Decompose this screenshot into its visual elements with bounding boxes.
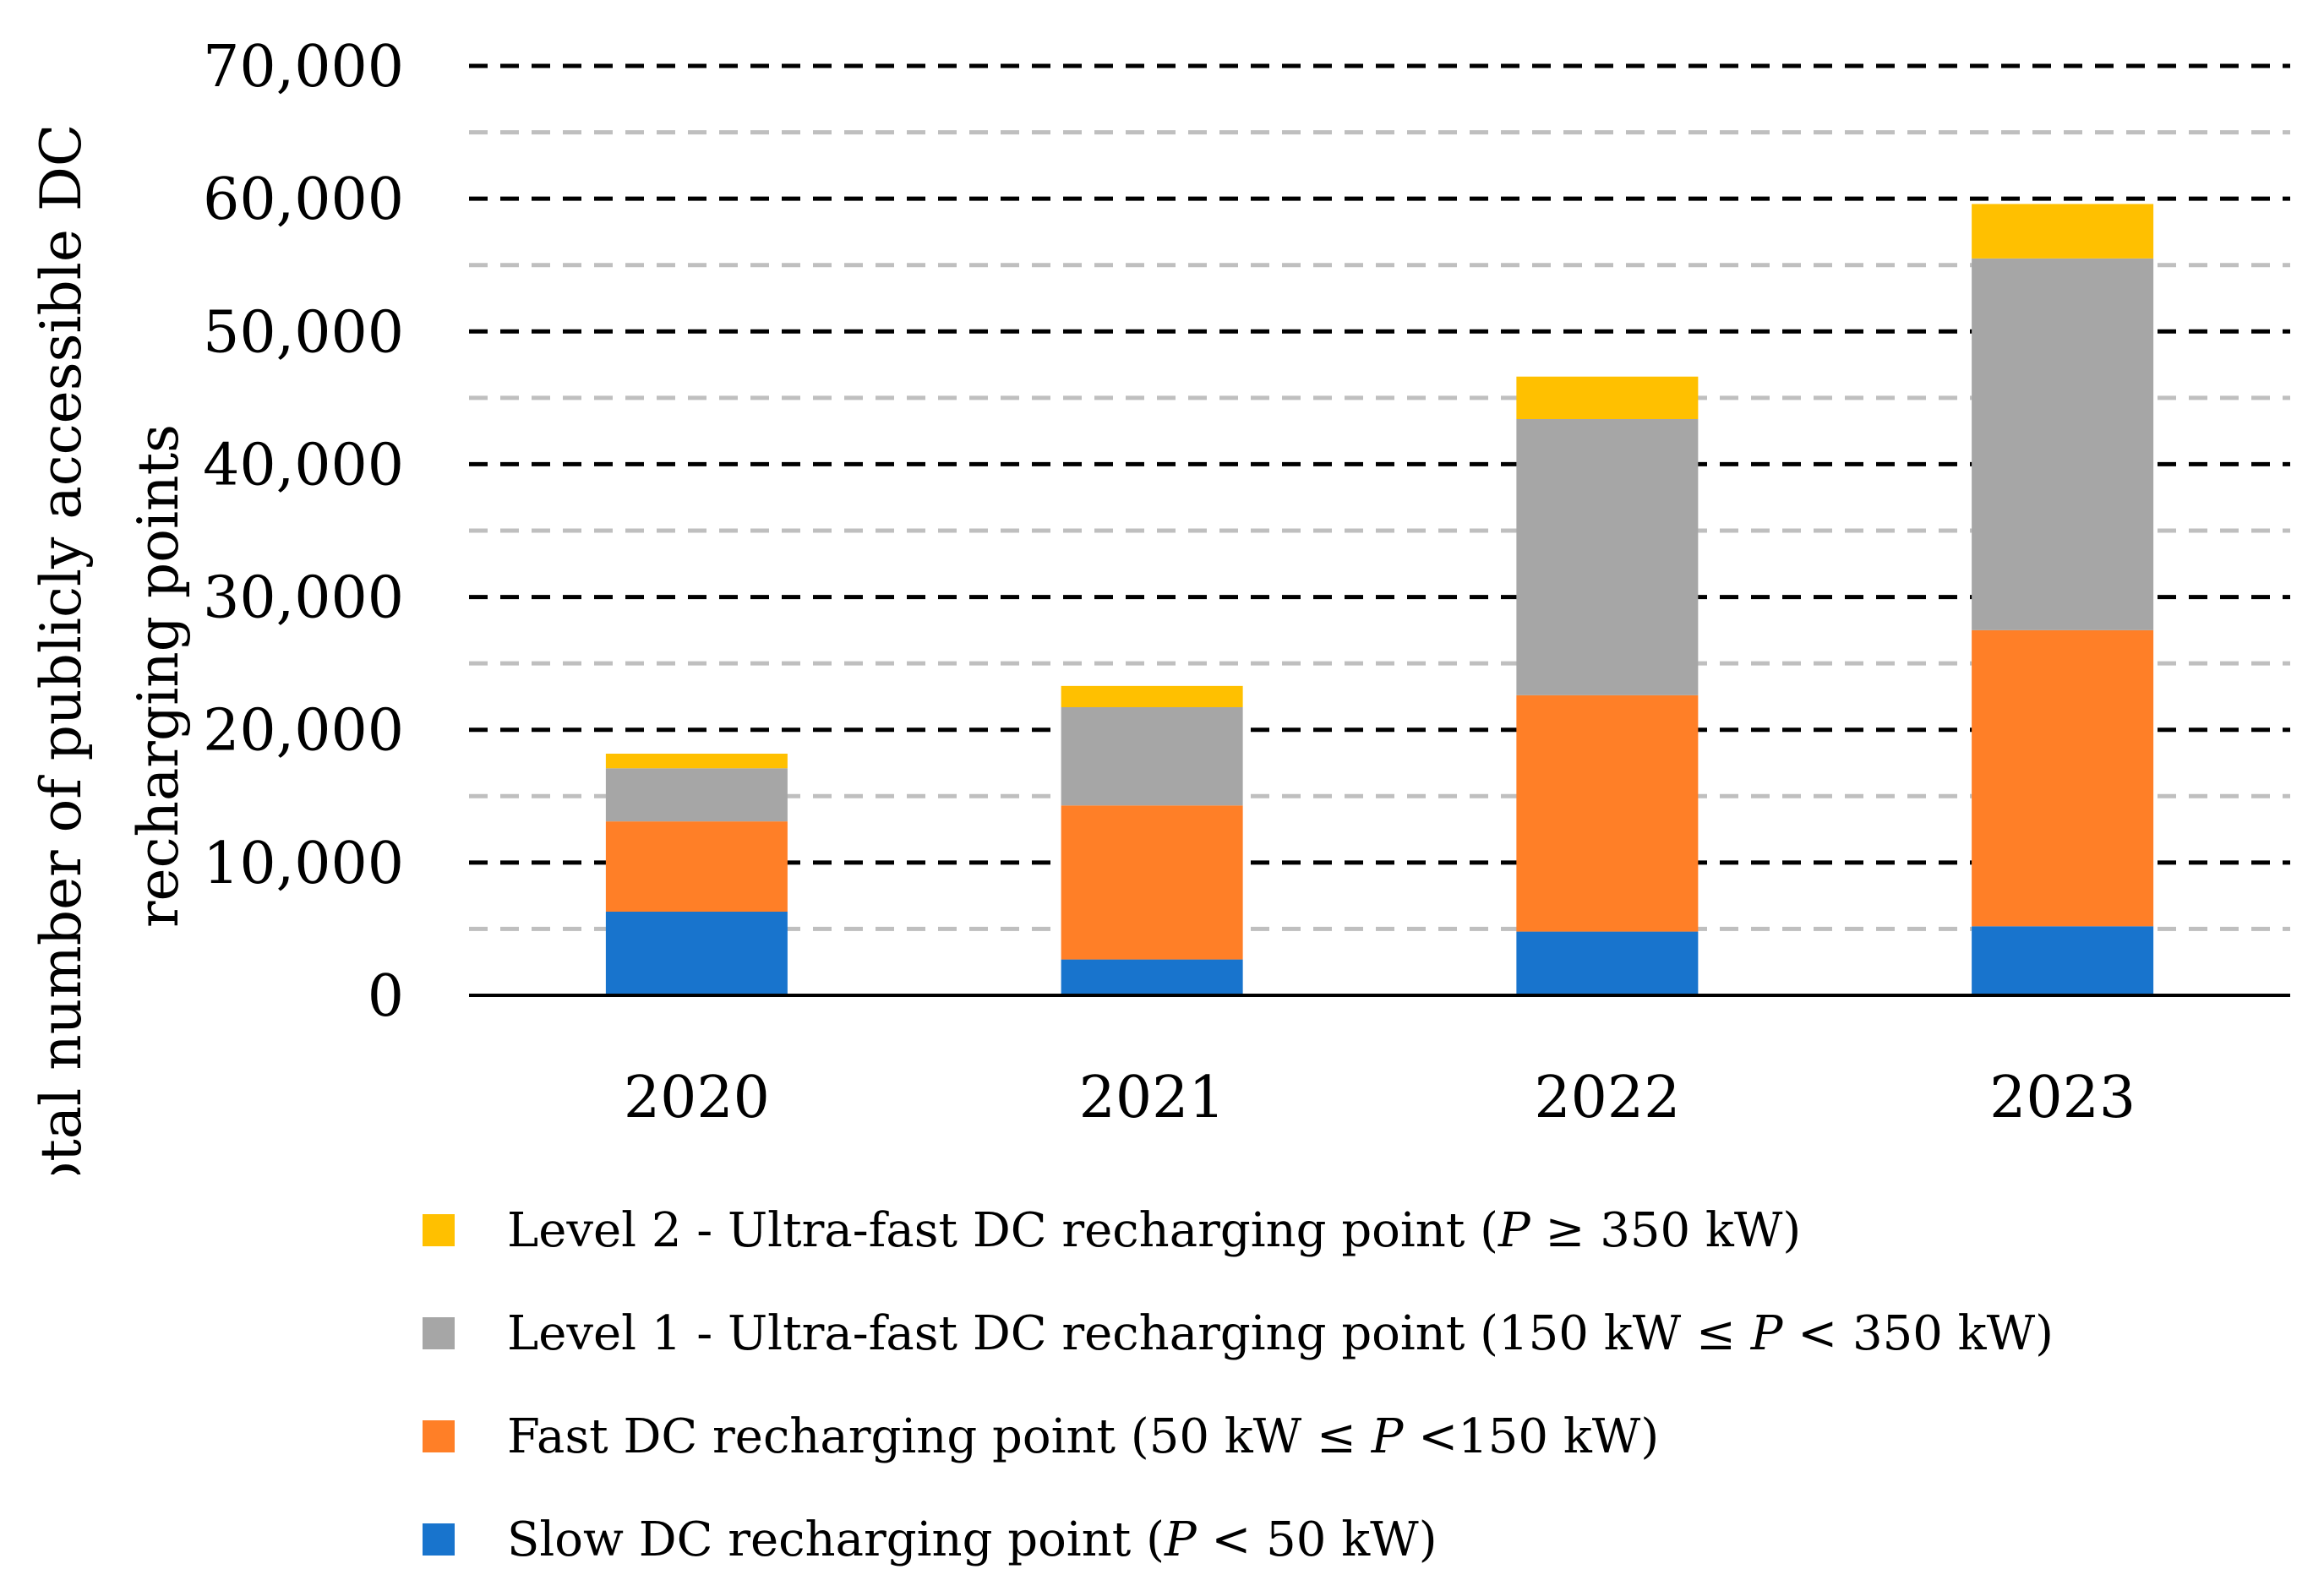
legend-item: Fast DC recharging point (50 kW ≤ P <150… xyxy=(423,1385,2054,1488)
legend-label-suffix: ≥ 350 kW) xyxy=(1530,1202,1802,1258)
legend-variable: P xyxy=(1371,1408,1404,1464)
legend-text: Level 2 - Ultra-fast DC recharging point… xyxy=(507,1203,1801,1258)
bar-segment-series-3-2021 xyxy=(1061,685,1243,707)
legend-swatch xyxy=(423,1420,455,1452)
bar-stack-2021 xyxy=(1061,685,1243,995)
bar-segment-series-0-2022 xyxy=(1516,931,1699,995)
legend-swatch xyxy=(423,1214,455,1246)
x-tick-label: 2020 xyxy=(624,1065,770,1131)
y-tick-label: 40,000 xyxy=(203,432,404,499)
legend: Level 2 - Ultra-fast DC recharging point… xyxy=(423,1179,2054,1591)
legend-label: Slow DC recharging point ( xyxy=(507,1512,1165,1567)
bar-segment-series-2-2023 xyxy=(1972,258,2154,630)
legend-label: Level 1 - Ultra-fast DC recharging point… xyxy=(507,1305,1751,1361)
y-tick-label: 30,000 xyxy=(203,565,404,632)
legend-swatch xyxy=(423,1523,455,1556)
bar-segment-series-0-2023 xyxy=(1972,926,2154,995)
legend-variable: P xyxy=(1750,1305,1783,1361)
y-tick-label: 20,000 xyxy=(203,698,404,765)
stacked-bar-chart: 0 10,000 20,000 30,000 40,000 50,000 60,000 70,… xyxy=(29,34,2290,1174)
bar-segment-series-2-2021 xyxy=(1061,707,1243,806)
y-tick-label: 10,000 xyxy=(203,831,404,897)
x-tick-label: 2021 xyxy=(1079,1065,1225,1131)
bar-stacks xyxy=(605,204,2154,995)
legend-label-suffix: <150 kW) xyxy=(1403,1408,1660,1464)
y-axis-label: Total number of publicly accessible DC re… xyxy=(29,124,191,1174)
y-axis-label-line: recharging points xyxy=(126,424,191,928)
legend-item: Level 2 - Ultra-fast DC recharging point… xyxy=(423,1179,2054,1282)
legend-swatch xyxy=(423,1317,455,1349)
y-axis-label-line: Total number of publicly accessible DC xyxy=(29,124,94,1174)
legend-item: Level 1 - Ultra-fast DC recharging point… xyxy=(423,1282,2054,1385)
bar-segment-series-3-2022 xyxy=(1516,376,1699,419)
y-tick-label: 0 xyxy=(368,963,404,1030)
y-tick-label: 70,000 xyxy=(203,34,404,101)
y-axis-tick-labels: 0 10,000 20,000 30,000 40,000 50,000 60,000 70,… xyxy=(203,34,404,1030)
x-tick-label: 2022 xyxy=(1534,1065,1680,1131)
y-tick-label: 60,000 xyxy=(203,166,404,233)
bar-segment-series-1-2023 xyxy=(1972,629,2154,927)
bar-segment-series-0-2020 xyxy=(605,912,788,995)
legend-label: Level 2 - Ultra-fast DC recharging point… xyxy=(507,1202,1499,1258)
bar-segment-series-1-2020 xyxy=(605,821,788,912)
bar-segment-series-2-2020 xyxy=(605,768,788,822)
legend-item: Slow DC recharging point (P < 50 kW) xyxy=(423,1488,2054,1591)
bar-segment-series-3-2023 xyxy=(1972,204,2154,259)
legend-text: Slow DC recharging point (P < 50 kW) xyxy=(507,1512,1437,1567)
bar-stack-2022 xyxy=(1516,376,1699,995)
bar-stack-2020 xyxy=(605,754,788,995)
x-axis-tick-labels: 2020 2021 2022 2023 xyxy=(624,1065,2136,1131)
legend-variable: P xyxy=(1164,1512,1197,1567)
legend-text: Fast DC recharging point (50 kW ≤ P <150… xyxy=(507,1409,1659,1464)
bar-stack-2023 xyxy=(1972,204,2154,995)
bar-segment-series-3-2020 xyxy=(605,754,788,769)
bar-segment-series-2-2022 xyxy=(1516,419,1699,695)
legend-text: Level 1 - Ultra-fast DC recharging point… xyxy=(507,1306,2054,1361)
legend-label: Fast DC recharging point (50 kW ≤ xyxy=(507,1408,1372,1464)
bar-segment-series-1-2022 xyxy=(1516,695,1699,932)
bar-segment-series-0-2021 xyxy=(1061,959,1243,995)
legend-label-suffix: < 350 kW) xyxy=(1782,1305,2054,1361)
y-tick-label: 50,000 xyxy=(203,299,404,366)
legend-label-suffix: < 50 kW) xyxy=(1196,1512,1437,1567)
x-tick-label: 2023 xyxy=(1989,1065,2136,1131)
legend-variable: P xyxy=(1498,1202,1530,1258)
bar-segment-series-1-2021 xyxy=(1061,805,1243,960)
